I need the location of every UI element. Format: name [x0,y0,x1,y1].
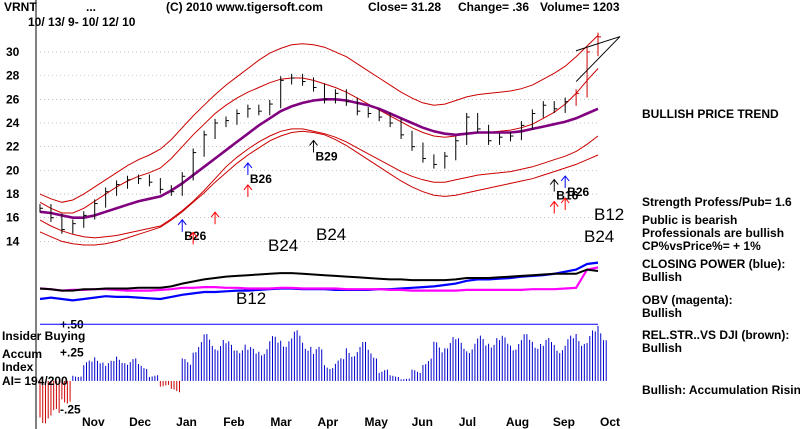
grid-layer [40,51,598,242]
signal-label: B26 [250,172,272,186]
x-tick-label: May [365,415,389,429]
closing-power-text: CLOSING POWER (blue): [642,257,785,271]
signal-label-large: B24 [268,236,298,255]
date-range: 10/ 13/ 9- 10/ 12/ 10 [28,15,136,29]
accum-tick-label: +.25 [60,346,84,360]
header-dots: ... [86,0,96,14]
x-tick-label: Dec [129,415,151,429]
signal-arrowhead [309,139,318,146]
accum-tick-label: -.25 [60,402,81,416]
y-tick-label: 22 [6,140,20,154]
moving-average-line [39,98,599,219]
ai-label: AI= 194/200 [2,374,68,388]
volume-text: Volume= 1203 [540,0,620,14]
x-tick-label: Jun [412,415,433,429]
relstr-value: Bullish [642,341,682,355]
closing-power-line [39,261,599,302]
accum-label: Accum [2,347,42,361]
y-tick-label: 30 [6,45,20,59]
signal-arrowhead [177,219,187,226]
x-tick-label: Feb [223,415,244,429]
x-tick-label: Jan [176,415,197,429]
price-bars [39,32,621,234]
x-tick-label: Nov [82,415,105,429]
y-tick-label: 24 [6,116,20,130]
signal-label: B29 [316,149,338,163]
indicator-layer [39,261,599,302]
x-tick-label: Apr [317,415,338,429]
obv-value: Bullish [642,306,682,320]
signal-label: B16 [556,189,578,203]
y-tick-label: 28 [6,69,20,83]
closing-power-value: Bullish [642,270,682,284]
red-buy-arrowhead [210,211,220,218]
signal-arrowhead [560,175,570,182]
signal-label-large: B24 [316,225,346,244]
y-tick-label: 14 [6,234,20,248]
signal-arrowhead [243,162,253,169]
bands-layer [39,35,599,246]
signal-arrowhead [549,178,559,185]
accum-rising-text: Bullish: Accumulation Rising [642,383,800,397]
y-tick-labels: 14 16 18 20 22 24 26 28 30 [6,45,20,248]
signal-label-large: B24 [584,227,614,246]
copyright-text: (C) 2010 www.tigersoft.com [166,0,323,14]
trend-line-lower [575,36,621,82]
relstr-line [39,268,599,292]
y-tick-label: 20 [6,163,20,177]
signal-label-large: B12 [594,205,624,224]
relstr-text: REL.STR..VS DJI (brown): [642,328,789,342]
x-tick-labels: Nov Dec Jan Feb Mar Apr May Jun Jul Aug Sep Oct+.50… [60,317,620,429]
change-text: Change= .36 [458,0,529,14]
x-tick-label: Jul [459,415,476,429]
strength-text: Strength Profess/Pub= 1.6 [642,195,792,209]
bullish-trend-text: BULLISH PRICE TREND [642,107,779,121]
y-tick-label: 16 [6,211,20,225]
accum-layer [39,323,607,424]
y-tick-label: 18 [6,187,20,201]
public-bearish-text: Public is bearish [642,213,737,227]
close-text: Close= 31.28 [368,0,441,14]
x-tick-label: Aug [506,415,529,429]
outer-lower-band [39,128,599,239]
red-buy-arrowhead [243,184,253,191]
ticker-label: VRNT [4,0,37,14]
x-tick-label: Sep [553,415,575,429]
signal-label: B26 [567,185,589,199]
trend-line-upper [575,36,621,52]
index-label: Index [2,360,34,374]
red-buy-arrowhead [188,231,198,238]
outer-upper-band [39,35,599,203]
cp-vs-price-text: CP%vsPrice%= + 1% [642,239,761,253]
x-tick-label: Mar [270,415,292,429]
pros-bullish-text: Professionals are bullish [642,226,784,240]
y-tick-label: 26 [6,92,20,106]
red-buy-arrowhead [560,197,570,204]
obv-text: OBV (magenta): [642,293,733,307]
ma-layer [39,98,599,219]
x-tick-label: Oct [600,415,620,429]
insider-buying-label: Insider Buying [2,329,85,343]
inner-upper-band [39,68,599,214]
red-buy-arrowhead [549,200,559,207]
inner-lower-band [39,130,599,246]
obv-line [39,266,599,292]
signal-label-large: B12 [236,289,266,308]
